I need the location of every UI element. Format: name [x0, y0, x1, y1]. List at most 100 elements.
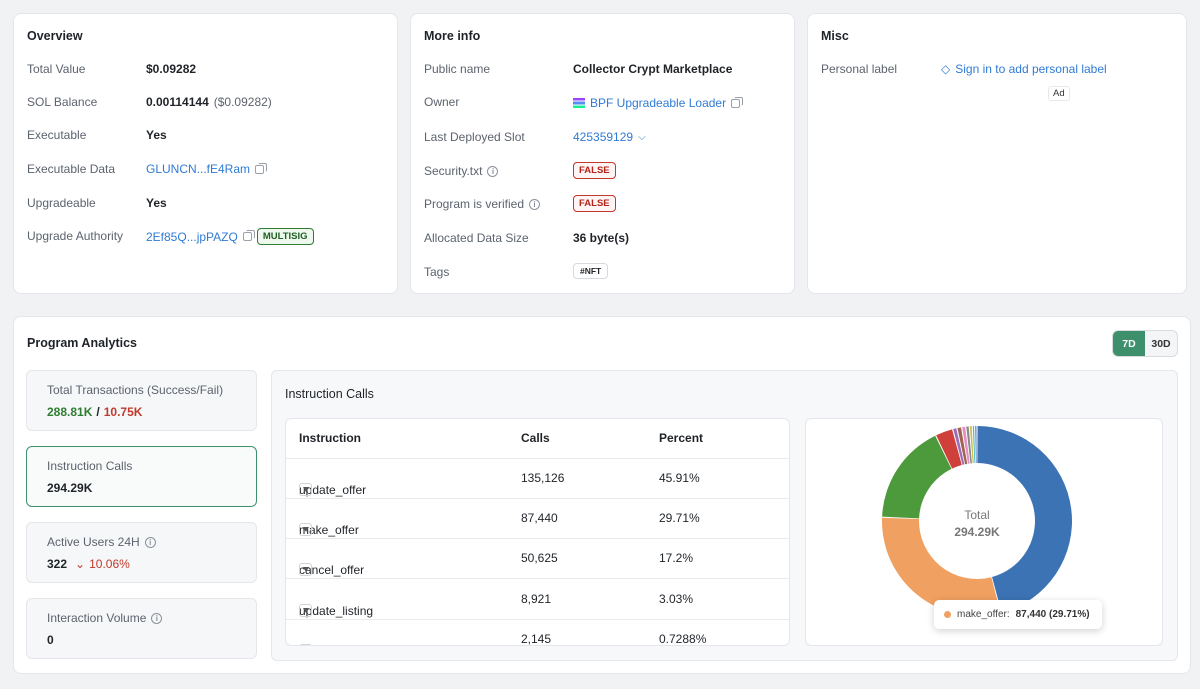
tooltip-dot — [944, 611, 951, 618]
misc-title: Misc — [821, 29, 849, 43]
interaction-volume-text: Interaction Volume — [47, 611, 147, 625]
header-percent[interactable]: Percent — [659, 431, 704, 445]
misc-card: Misc Personal label ◇ Sign in to add per… — [807, 13, 1187, 294]
donut-slice-other2[interactable] — [962, 426, 970, 464]
upgrade-authority-value: 2Ef85Q...jpPAZQ MULTISIG — [146, 228, 314, 245]
percent-cell: 45.91% — [659, 471, 700, 485]
tag-icon: ◇ — [941, 62, 951, 76]
donut-slice-list_pnft[interactable] — [953, 428, 965, 465]
more-info-card: More info Public name Collector Crypt Ma… — [410, 13, 795, 294]
executable-value: Yes — [146, 128, 167, 142]
copy-icon[interactable] — [731, 96, 744, 108]
info-icon[interactable]: i — [529, 198, 541, 210]
instruction-text: list_pnft — [299, 644, 340, 645]
sol-balance-amount: 0.00114144 — [146, 95, 209, 109]
interaction-volume-stat[interactable]: Interaction Volume i 0 — [26, 598, 257, 659]
header-calls[interactable]: Calls — [521, 431, 550, 445]
range-30d-button[interactable]: 30D — [1151, 337, 1171, 350]
nft-tag[interactable]: #NFT — [573, 263, 609, 279]
public-name-label: Public name — [424, 62, 491, 76]
executable-data-value: GLUNCN...fE4Ram — [146, 162, 268, 176]
sign-in-link[interactable]: Sign in to add personal label — [955, 62, 1107, 76]
calls-cell: 87,440 — [521, 511, 558, 525]
instruction-table: Instruction Calls Percent update_offer 1… — [285, 418, 790, 646]
instruction-calls-label: Instruction Calls — [47, 459, 133, 473]
donut-slice-update_offer[interactable] — [977, 426, 1072, 613]
slot-link[interactable]: 425359129 — [573, 130, 634, 144]
sol-balance-usd: ($0.09282) — [213, 95, 272, 109]
copy-icon[interactable] — [255, 162, 268, 174]
owner-link[interactable]: BPF Upgradeable Loader — [590, 96, 727, 110]
total-value: $0.09282 — [146, 62, 197, 76]
active-users-change: 10.06% — [89, 557, 130, 571]
total-transactions-stat[interactable]: Total Transactions (Success/Fail) 288.81… — [26, 370, 257, 431]
header-instruction[interactable]: Instruction — [299, 431, 361, 445]
security-txt-text: Security.txt — [424, 164, 483, 178]
success-count: 288.81K — [47, 405, 93, 419]
sol-balance-value: 0.00114144 ($0.09282) — [146, 95, 272, 109]
donut-slice-other5[interactable] — [972, 426, 976, 464]
owner-value: BPF Upgradeable Loader — [573, 96, 744, 110]
tooltip-value: 87,440 (29.71%) — [1015, 609, 1090, 620]
upgrade-authority-link[interactable]: 2Ef85Q...jpPAZQ — [146, 229, 238, 244]
instruction-calls-title: Instruction Calls — [285, 387, 374, 401]
overview-title: Overview — [27, 29, 83, 43]
filter-icon[interactable] — [299, 483, 312, 496]
ad-label: Ad — [1048, 86, 1070, 101]
sign-in-link-wrap[interactable]: ◇ Sign in to add personal label — [941, 62, 1107, 76]
false-badge: FALSE — [573, 195, 616, 212]
interaction-volume-label: Interaction Volume i — [47, 611, 163, 625]
filter-icon[interactable] — [299, 523, 312, 536]
calls-cell: 135,126 — [521, 471, 565, 485]
executable-data-link[interactable]: GLUNCN...fE4Ram — [146, 162, 251, 176]
more-info-title: More info — [424, 29, 481, 43]
filter-icon[interactable] — [299, 644, 312, 645]
percent-cell: 3.03% — [659, 592, 694, 606]
filter-icon[interactable] — [299, 604, 312, 617]
info-icon[interactable]: i — [487, 165, 499, 177]
donut-slice-update_listing[interactable] — [936, 429, 962, 469]
sol-balance-label: SOL Balance — [27, 95, 98, 109]
donut-slice-other1[interactable] — [957, 427, 968, 465]
total-transactions-value: 288.81K / 10.75K — [47, 405, 142, 419]
separator: / — [96, 405, 100, 419]
donut-slice-other3[interactable] — [966, 426, 972, 464]
copy-icon[interactable] — [242, 230, 255, 241]
donut-chart: Total 294.29K — [882, 426, 1072, 616]
tooltip-label: make_offer: — [957, 609, 1010, 620]
table-row: make_offer 87,440 29.71% — [286, 499, 789, 539]
active-users-text: Active Users 24H — [47, 535, 140, 549]
security-txt-label: Security.txt i — [424, 164, 499, 178]
personal-label-label: Personal label — [821, 62, 898, 76]
donut-slice-other6[interactable] — [975, 426, 977, 464]
active-users-stat[interactable]: Active Users 24H i 322 ⌄ 10.06% — [26, 522, 257, 583]
executable-label: Executable — [27, 128, 87, 142]
last-deployed-slot-label: Last Deployed Slot — [424, 130, 525, 144]
instruction-calls-value: 294.29K — [47, 481, 93, 495]
last-deployed-slot-value: 425359129 ⌵ — [573, 130, 646, 144]
chevron-down-icon[interactable]: ⌵ — [638, 131, 646, 143]
upgradeable-value: Yes — [146, 196, 167, 210]
info-icon[interactable]: i — [151, 612, 163, 624]
range-toggle: 7D 30D — [1112, 330, 1178, 357]
donut-slice-make_offer[interactable] — [882, 517, 1001, 616]
allocated-size-label: Allocated Data Size — [424, 231, 529, 245]
donut-slice-cancel_offer[interactable] — [882, 435, 952, 519]
active-users-count: 322 — [47, 557, 68, 571]
filter-icon[interactable] — [299, 563, 312, 576]
active-users-label: Active Users 24H i — [47, 535, 156, 549]
instruction-calls-stat[interactable]: Instruction Calls 294.29K — [26, 446, 257, 507]
instruction-text: update_offer — [299, 483, 367, 497]
tags-label: Tags — [424, 265, 450, 279]
table-row: list_pnft 2,145 0.7288% — [286, 620, 789, 645]
donut-slice-other4[interactable] — [969, 426, 974, 464]
security-txt-value: FALSE — [573, 162, 616, 179]
interaction-volume-value: 0 — [47, 633, 54, 647]
allocated-size-value: 36 byte(s) — [573, 231, 630, 245]
range-7d-button[interactable]: 7D — [1113, 331, 1145, 356]
tags-value: #NFT — [573, 263, 609, 279]
multisig-badge: MULTISIG — [256, 228, 314, 245]
info-icon[interactable]: i — [144, 536, 156, 548]
active-users-value: 322 ⌄ 10.06% — [47, 557, 130, 571]
donut-center-value: 294.29K — [954, 525, 1000, 539]
